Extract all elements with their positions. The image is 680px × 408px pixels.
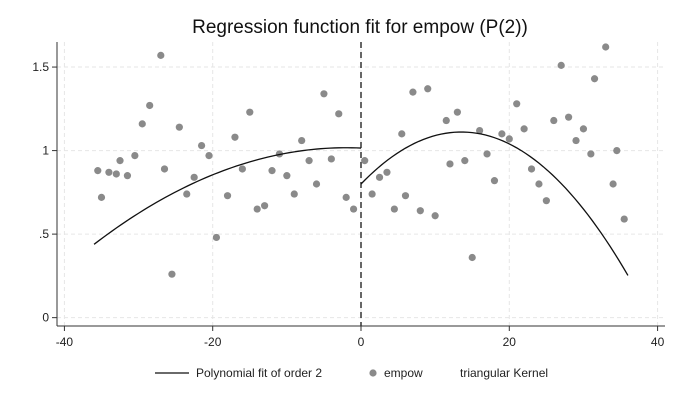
- data-point: [175, 123, 183, 131]
- data-point: [383, 168, 391, 176]
- data-point: [453, 108, 461, 116]
- data-point: [298, 136, 306, 145]
- legend-label-points: empow: [384, 366, 423, 380]
- data-point: [123, 172, 132, 180]
- data-point: [565, 113, 573, 121]
- data-point: [349, 205, 358, 213]
- data-point: [157, 51, 165, 59]
- legend-label-kernel: triangular Kernel: [460, 366, 548, 380]
- data-point: [327, 155, 335, 163]
- data-point: [461, 157, 469, 165]
- data-point: [409, 88, 417, 96]
- data-point: [416, 207, 424, 215]
- y-tick-label: 1.5: [32, 60, 49, 74]
- data-point: [253, 205, 261, 213]
- data-point: [483, 150, 491, 158]
- data-point: [498, 130, 506, 138]
- data-point: [368, 190, 376, 198]
- legend: Polynomial fit of order 2 empow triangular…: [155, 366, 548, 380]
- data-point: [398, 130, 406, 138]
- data-point: [468, 253, 476, 262]
- data-point: [146, 101, 154, 110]
- data-point: [535, 180, 543, 188]
- data-point: [205, 152, 213, 160]
- data-point: [231, 133, 239, 141]
- data-point: [361, 157, 369, 165]
- data-point: [542, 197, 550, 205]
- x-tick-label: -40: [56, 335, 74, 349]
- data-point: [557, 61, 565, 69]
- axes: 0 .5 1 1.5 -40 -20 0 20 40: [32, 42, 665, 349]
- data-point: [131, 152, 139, 160]
- legend-label-fit: Polynomial fit of order 2: [196, 366, 322, 380]
- y-tick-label: 0: [42, 311, 49, 325]
- chart-title: Regression function fit for empow (P(2)): [192, 17, 528, 38]
- data-point: [587, 150, 595, 158]
- data-point: [579, 125, 588, 133]
- data-point: [476, 126, 484, 135]
- data-point: [602, 43, 610, 51]
- fit-lines: [93, 131, 629, 276]
- data-point: [609, 180, 617, 188]
- data-point: [238, 165, 246, 173]
- data-point: [261, 202, 269, 210]
- data-point: [223, 192, 232, 200]
- data-point: [268, 167, 276, 175]
- legend-marker-swatch: [369, 369, 377, 377]
- data-point: [116, 157, 124, 165]
- data-point: [168, 270, 176, 278]
- x-tick-label: 20: [503, 335, 517, 349]
- x-tick-label: 0: [358, 335, 365, 349]
- data-point: [446, 160, 454, 168]
- scatter-points: [94, 43, 628, 278]
- data-point: [320, 90, 328, 98]
- x-tick-label: -20: [204, 335, 222, 349]
- data-point: [613, 146, 621, 155]
- fit-curve: [93, 147, 362, 245]
- data-point: [312, 180, 321, 188]
- data-point: [190, 173, 198, 181]
- y-tick-label: .5: [39, 227, 49, 241]
- data-point: [138, 120, 146, 128]
- data-point: [160, 165, 169, 173]
- data-point: [424, 85, 432, 93]
- data-point: [490, 177, 499, 185]
- data-point: [375, 173, 384, 181]
- data-point: [94, 167, 102, 175]
- data-point: [520, 125, 528, 133]
- data-point: [305, 157, 313, 165]
- data-point: [620, 215, 628, 223]
- data-point: [513, 100, 521, 108]
- data-point: [246, 108, 254, 116]
- data-point: [590, 75, 599, 83]
- grid-lines: [57, 42, 665, 326]
- data-point: [290, 190, 298, 198]
- data-point: [442, 116, 450, 125]
- data-point: [197, 141, 206, 150]
- data-point: [390, 205, 398, 213]
- data-point: [183, 190, 191, 198]
- data-point: [431, 212, 439, 220]
- data-point: [401, 192, 410, 200]
- data-point: [342, 193, 350, 201]
- data-point: [550, 116, 558, 125]
- data-point: [112, 170, 120, 178]
- data-point: [283, 172, 291, 180]
- y-tick-label: 1: [42, 144, 49, 158]
- data-point: [572, 136, 580, 145]
- data-point: [335, 110, 343, 118]
- x-tick-label: 40: [651, 335, 665, 349]
- data-point: [105, 168, 113, 176]
- data-point: [97, 193, 106, 201]
- fit-curve: [360, 131, 629, 276]
- data-point: [505, 135, 513, 143]
- data-point: [527, 165, 536, 173]
- data-point: [212, 233, 221, 242]
